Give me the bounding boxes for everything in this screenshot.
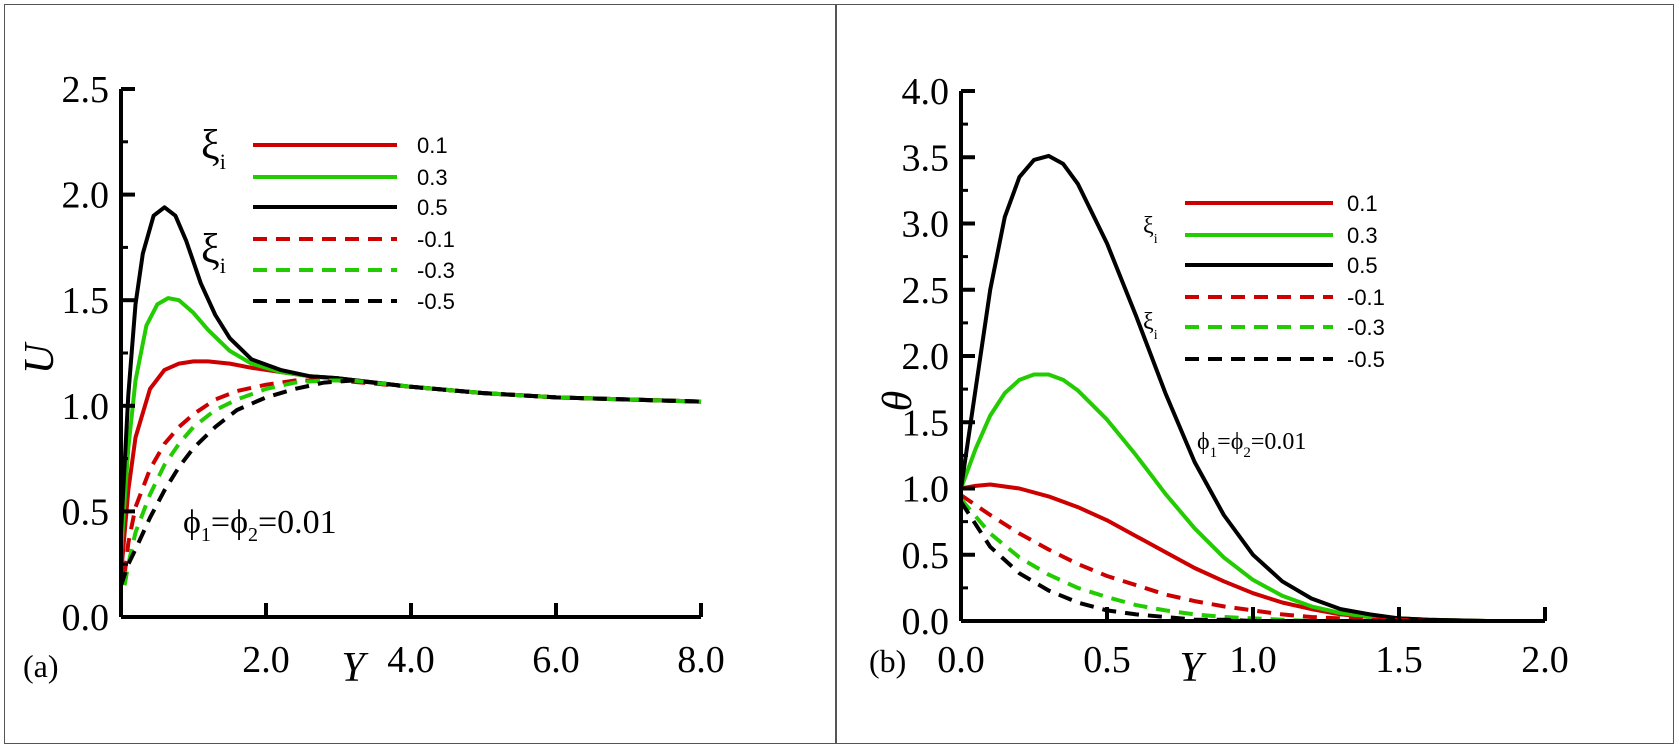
y-tick-label: 0.5 bbox=[902, 535, 950, 577]
annotation-sub: 1 bbox=[1210, 445, 1218, 461]
x-tick-label: 8.0 bbox=[677, 639, 725, 681]
x-tick-label: 2.0 bbox=[1521, 639, 1569, 681]
legend-label: -0.5 bbox=[417, 289, 455, 314]
annotation: ϕ1=ϕ2=0.01 bbox=[1197, 429, 1306, 461]
legend-symbol: ξi bbox=[201, 227, 226, 278]
y-tick-label: 1.5 bbox=[62, 280, 110, 322]
series-line-0.5 bbox=[959, 153, 1545, 623]
x-tick-label: 6.0 bbox=[532, 639, 580, 681]
x-tick-label: 0.5 bbox=[1083, 639, 1131, 681]
y-tick-label: 1.5 bbox=[902, 402, 950, 444]
legend-label: -0.5 bbox=[1347, 347, 1385, 372]
series-line--0.3 bbox=[959, 497, 1545, 623]
panel-label: (b) bbox=[869, 643, 906, 679]
chart-b-svg: 0.0 0.5 1.0 1.5 2.0 2.5 3.0 3.5 4.0 0.0 0.5 1.0 1.5 2… bbox=[869, 71, 1569, 691]
legend-symbol: ξi bbox=[1143, 213, 1158, 247]
annotation: ϕ1=ϕ2=0.01 bbox=[183, 504, 337, 546]
y-tick-label: 3.0 bbox=[902, 204, 950, 246]
legend-label: 0.5 bbox=[1347, 253, 1378, 278]
annotation-part: = bbox=[1217, 429, 1231, 455]
y-tick-label: 0.0 bbox=[62, 597, 110, 639]
x-tick-label: 1.5 bbox=[1375, 639, 1423, 681]
panel-label: (a) bbox=[23, 648, 59, 684]
annotation-part: ϕ bbox=[1231, 429, 1244, 455]
annotation-part: =0.01 bbox=[258, 504, 337, 541]
legend-label: 0.1 bbox=[1347, 191, 1378, 216]
x-tick-label: 1.0 bbox=[1229, 639, 1277, 681]
y-axis-title: θ bbox=[875, 391, 921, 412]
y-tick-label: 2.0 bbox=[62, 175, 110, 217]
legend-label: 0.3 bbox=[1347, 223, 1378, 248]
series-line--0.5 bbox=[119, 378, 702, 586]
series-line--0.1 bbox=[122, 378, 702, 576]
legend-label: -0.1 bbox=[1347, 285, 1385, 310]
legend: 0.1 0.3 0.5 -0.1 -0.3 -0.5 ξi ξi bbox=[201, 123, 455, 314]
annotation-part: ϕ bbox=[183, 504, 201, 541]
chart-panel-a: 0.0 0.5 1.0 1.5 2.0 2.5 2.0 4.0 6.0 8.0 Y U (a) 0.1 0.… bbox=[4, 4, 836, 744]
legend-label: 0.5 bbox=[417, 195, 448, 220]
plot-group: 0.0 0.5 1.0 1.5 2.0 2.5 3.0 3.5 4.0 0.0 0.5 1.0 1.5 2… bbox=[869, 71, 1569, 691]
series-line--0.1 bbox=[959, 493, 1545, 623]
y-tick-label: 3.5 bbox=[902, 137, 950, 179]
legend-label: -0.3 bbox=[1347, 315, 1385, 340]
x-tick-label: 0.0 bbox=[937, 639, 985, 681]
y-tick-label: 2.5 bbox=[902, 270, 950, 312]
legend-label: 0.3 bbox=[417, 165, 448, 190]
legend-label: -0.3 bbox=[417, 258, 455, 283]
x-tick-label: 2.0 bbox=[242, 639, 290, 681]
annotation-part: ϕ bbox=[1197, 429, 1210, 455]
legend-symbol-sub: i bbox=[220, 253, 226, 278]
y-tick-label: 1.0 bbox=[62, 386, 110, 428]
annotation-sub: 2 bbox=[1243, 445, 1251, 461]
y-tick-label: 1.0 bbox=[902, 469, 950, 511]
annotation-part: = bbox=[211, 504, 230, 541]
chart-panel-b: 0.0 0.5 1.0 1.5 2.0 2.5 3.0 3.5 4.0 0.0 0.5 1.0 1.5 2… bbox=[836, 4, 1674, 744]
legend-symbol-sub: i bbox=[1154, 232, 1158, 247]
legend-symbol-sub: i bbox=[1154, 328, 1158, 343]
plot-group: 0.00.51.01.52.02.52.0 4.0 6.0 8.0YU(a)0.10.… bbox=[17, 69, 725, 691]
y-axis-title: U bbox=[17, 341, 63, 374]
series-line-0.3 bbox=[119, 296, 702, 554]
y-tick-label: 4.0 bbox=[902, 71, 950, 113]
series-line--0.5 bbox=[959, 500, 1545, 623]
annotation-sub: 2 bbox=[248, 524, 258, 546]
y-tick-label: 2.5 bbox=[62, 69, 110, 111]
legend-symbol: ξi bbox=[201, 123, 226, 174]
x-axis-title: Y bbox=[1179, 645, 1207, 691]
series-line--0.3 bbox=[122, 378, 702, 586]
chart-a-svg: 0.00.51.01.52.02.52.0 4.0 6.0 8.0YU(a)0.10.… bbox=[17, 69, 725, 691]
legend-label: 0.1 bbox=[417, 133, 448, 158]
x-axis-title: Y bbox=[341, 645, 369, 691]
annotation-sub: 1 bbox=[201, 524, 211, 546]
legend-label: -0.1 bbox=[417, 227, 455, 252]
y-tick-label: 0.0 bbox=[902, 601, 950, 643]
legend-symbol-sub: i bbox=[220, 149, 226, 174]
annotation-part: =0.01 bbox=[1251, 429, 1307, 455]
y-tick-label: 2.0 bbox=[902, 336, 950, 378]
annotation-part: ϕ bbox=[230, 504, 248, 541]
y-tick-label: 0.5 bbox=[62, 491, 110, 533]
x-tick-label: 4.0 bbox=[387, 639, 435, 681]
